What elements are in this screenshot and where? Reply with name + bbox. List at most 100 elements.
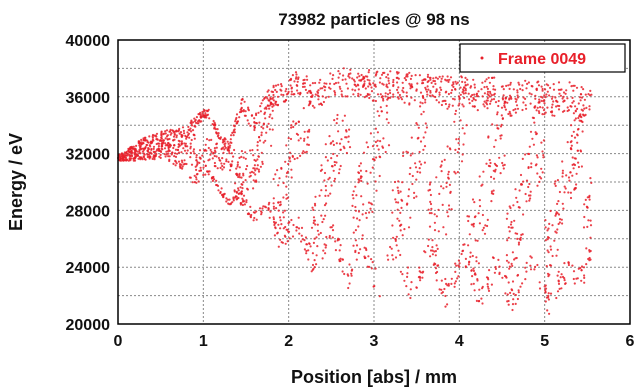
particle-point — [184, 144, 187, 147]
particle-point — [401, 199, 404, 202]
particle-point — [385, 85, 388, 88]
particle-point — [272, 218, 275, 221]
particle-point — [153, 156, 156, 159]
particle-point — [306, 136, 309, 139]
particle-point — [287, 137, 290, 140]
particle-point — [216, 128, 219, 131]
particle-point — [272, 177, 275, 181]
particle-point — [415, 89, 418, 92]
particle-point — [472, 282, 475, 285]
particle-point — [253, 117, 256, 120]
particle-point — [496, 113, 499, 116]
particle-point — [468, 233, 471, 236]
particle-point — [241, 97, 244, 101]
particle-point — [203, 160, 206, 163]
particle-point — [313, 259, 316, 262]
particle-point — [475, 299, 478, 302]
particle-point — [405, 95, 408, 98]
particle-point — [430, 212, 433, 215]
particle-point — [162, 139, 165, 142]
particle-point — [589, 177, 592, 180]
particle-point — [244, 151, 247, 154]
particle-point — [269, 210, 272, 213]
particle-point — [462, 92, 465, 95]
particle-point — [481, 95, 484, 98]
particle-point — [565, 89, 568, 92]
particle-point — [533, 268, 536, 271]
particle-point — [440, 160, 444, 163]
particle-point — [295, 229, 298, 232]
particle-point — [170, 153, 173, 156]
particle-point — [530, 93, 533, 96]
particle-point — [572, 112, 576, 115]
particle-point — [341, 270, 344, 273]
particle-point — [221, 168, 224, 171]
particle-point — [195, 116, 198, 119]
particle-point — [354, 185, 357, 188]
particle-point — [474, 239, 477, 242]
particle-point — [470, 223, 473, 226]
particle-point — [399, 190, 402, 193]
particle-point — [506, 101, 509, 104]
particle-point — [498, 265, 501, 268]
particle-point — [397, 77, 400, 80]
particle-point — [332, 74, 335, 77]
particle-point — [573, 163, 577, 167]
particle-point — [473, 105, 476, 108]
particle-point — [546, 90, 549, 93]
particle-point — [207, 108, 210, 111]
particle-point — [558, 104, 561, 108]
particle-point — [482, 226, 485, 229]
particle-point — [193, 120, 197, 123]
particle-point — [280, 85, 283, 88]
particle-point — [239, 202, 242, 205]
particle-point — [380, 110, 383, 113]
particle-point — [333, 90, 336, 93]
particle-point — [586, 196, 589, 199]
particle-point — [522, 213, 525, 216]
particle-point — [244, 110, 247, 113]
particle-point — [347, 135, 350, 138]
particle-point — [444, 91, 447, 94]
particle-point — [190, 119, 193, 122]
particle-point — [515, 98, 518, 101]
particle-point — [359, 162, 362, 165]
y-tick-label: 32000 — [66, 147, 111, 164]
particle-point — [461, 153, 464, 156]
particle-point — [419, 140, 423, 143]
particle-point — [295, 73, 298, 76]
particle-point — [327, 95, 330, 98]
particle-point — [169, 144, 172, 147]
particle-point — [312, 208, 315, 211]
particle-point — [323, 89, 326, 92]
particle-point — [367, 255, 370, 258]
particle-point — [351, 193, 354, 197]
particle-point — [176, 152, 179, 155]
particle-point — [357, 178, 360, 181]
particle-point — [547, 292, 550, 295]
particle-point — [221, 164, 224, 168]
particle-point — [187, 132, 191, 135]
particle-point — [492, 88, 495, 91]
particle-point — [384, 92, 387, 95]
particle-point — [431, 246, 434, 249]
particle-point — [235, 191, 238, 194]
particle-point — [177, 143, 180, 146]
particle-point — [322, 85, 326, 88]
particle-point — [152, 150, 155, 153]
particle-point — [543, 285, 546, 288]
particle-point — [560, 287, 563, 290]
particle-point — [151, 157, 154, 160]
particle-point — [165, 135, 169, 138]
particle-point — [389, 70, 392, 73]
particle-point — [355, 244, 359, 247]
particle-point — [538, 281, 541, 284]
particle-point — [421, 271, 424, 274]
particle-point — [177, 160, 181, 163]
particle-point — [589, 258, 592, 261]
particle-point — [519, 238, 522, 241]
particle-point — [379, 106, 382, 109]
particle-point — [290, 93, 293, 96]
particle-point — [196, 161, 199, 164]
particle-point — [282, 216, 285, 219]
